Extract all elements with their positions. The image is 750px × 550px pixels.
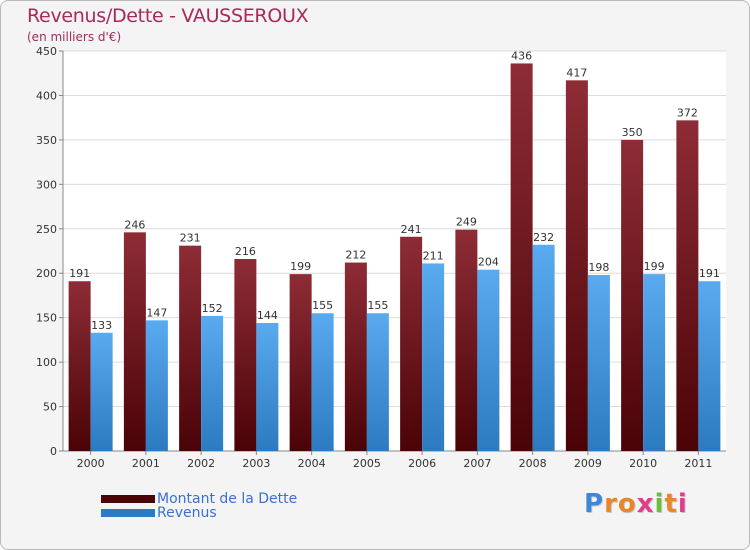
y-tick-label: 450 <box>36 45 57 58</box>
bar-debt-2006 <box>400 236 423 451</box>
data-label-debt-2000: 191 <box>69 267 90 280</box>
data-label-revenue-2006: 211 <box>423 249 444 262</box>
data-label-revenue-2009: 198 <box>588 261 609 274</box>
x-tick-label: 2008 <box>519 457 547 470</box>
axes: 0 50 100 150 200 250 300 350 400 450 2000 2001 2002 2… <box>36 45 726 470</box>
bar-revenue-2007 <box>477 269 500 451</box>
bar-debt-2003 <box>234 259 257 451</box>
bar-debt-2008 <box>510 63 533 451</box>
data-label-revenue-2004: 155 <box>312 299 333 312</box>
y-tick-label: 300 <box>36 178 57 191</box>
x-tick-label: 2000 <box>77 457 105 470</box>
bar-revenue-2006 <box>422 263 445 451</box>
data-label-revenue-2007: 204 <box>478 256 499 269</box>
logo-letter: r <box>604 489 618 519</box>
bar-debt-2005 <box>344 262 367 451</box>
logo-letter: i <box>677 489 688 519</box>
bar-revenue-2003 <box>256 323 279 451</box>
bar-revenue-2011 <box>698 281 721 451</box>
bar-debt-2000 <box>68 281 91 451</box>
data-label-revenue-2002: 152 <box>202 302 223 315</box>
data-label-debt-2008: 436 <box>511 49 532 62</box>
data-label-debt-2010: 350 <box>622 126 643 139</box>
data-label-revenue-2000: 133 <box>91 319 112 332</box>
chart-title: Revenus/Dette - VAUSSEROUX <box>27 5 309 27</box>
bar-debt-2011 <box>676 120 699 451</box>
data-label-revenue-2003: 144 <box>257 309 278 322</box>
x-tick-label: 2005 <box>353 457 381 470</box>
bar-revenue-2004 <box>311 313 334 451</box>
data-label-debt-2005: 212 <box>345 249 366 262</box>
x-tick-label: 2009 <box>574 457 602 470</box>
data-label-revenue-2005: 155 <box>367 299 388 312</box>
data-label-debt-2004: 199 <box>290 260 311 273</box>
y-tick-label: 50 <box>43 401 57 414</box>
bars <box>68 63 721 451</box>
legend-label-debt: Montant de la Dette <box>157 491 298 507</box>
logo-letter: i <box>654 489 665 519</box>
bar-revenue-2002 <box>201 315 224 451</box>
x-tick-label: 2002 <box>187 457 215 470</box>
bar-debt-2010 <box>621 139 644 451</box>
bar-revenue-2008 <box>532 244 555 451</box>
data-label-debt-2001: 246 <box>124 218 145 231</box>
logo-letter: o <box>617 489 637 519</box>
y-tick-label: 100 <box>36 356 57 369</box>
logo-letter: P <box>584 489 605 519</box>
legend-swatch-revenue <box>101 509 155 517</box>
data-label-debt-2011: 372 <box>677 106 698 119</box>
x-tick-label: 2010 <box>629 457 657 470</box>
data-label-debt-2003: 216 <box>235 245 256 258</box>
data-label-revenue-2008: 232 <box>533 231 554 244</box>
logo-letter: x <box>636 489 655 519</box>
legend-item-debt: Montant de la Dette <box>101 491 297 507</box>
y-tick-label: 250 <box>36 223 57 236</box>
y-tick-label: 350 <box>36 134 57 147</box>
x-tick-label: 2007 <box>463 457 491 470</box>
data-label-debt-2002: 231 <box>180 232 201 245</box>
legend-item-revenue: Revenus <box>101 505 217 521</box>
bar-revenue-2000 <box>90 332 113 451</box>
bar-debt-2009 <box>565 80 588 451</box>
y-tick-label: 400 <box>36 89 57 102</box>
x-tick-label: 2001 <box>132 457 160 470</box>
data-label-revenue-2001: 147 <box>146 306 167 319</box>
logo-letter: t <box>664 489 678 519</box>
grid-lines <box>63 50 726 452</box>
chart-subtitle: (en milliers d'€) <box>27 30 122 44</box>
data-label-debt-2007: 249 <box>456 216 477 229</box>
bar-debt-2007 <box>455 229 478 451</box>
bar-debt-2001 <box>123 232 146 451</box>
y-tick-label: 200 <box>36 267 57 280</box>
plot-area <box>63 51 726 451</box>
data-label-revenue-2010: 199 <box>644 260 665 273</box>
x-tick-label: 2011 <box>684 457 712 470</box>
bar-debt-2002 <box>179 245 202 451</box>
bar-revenue-2005 <box>366 313 389 451</box>
legend-swatch-debt <box>101 495 155 503</box>
data-label-revenue-2011: 191 <box>699 267 720 280</box>
proxiti-logo: Proxiti <box>584 489 688 519</box>
data-label-debt-2009: 417 <box>566 66 587 79</box>
y-tick-label: 150 <box>36 312 57 325</box>
x-tick-label: 2003 <box>242 457 270 470</box>
x-tick-label: 2006 <box>408 457 436 470</box>
bar-revenue-2001 <box>145 320 168 451</box>
x-tick-label: 2004 <box>298 457 326 470</box>
bar-debt-2004 <box>289 274 312 451</box>
bar-revenue-2009 <box>587 275 610 451</box>
bar-revenue-2010 <box>643 274 666 451</box>
data-labels: 1911332461472311522161441991552121552412… <box>69 49 720 331</box>
y-tick-label: 0 <box>50 445 57 458</box>
legend-label-revenue: Revenus <box>157 505 217 521</box>
data-label-debt-2006: 241 <box>401 223 422 236</box>
